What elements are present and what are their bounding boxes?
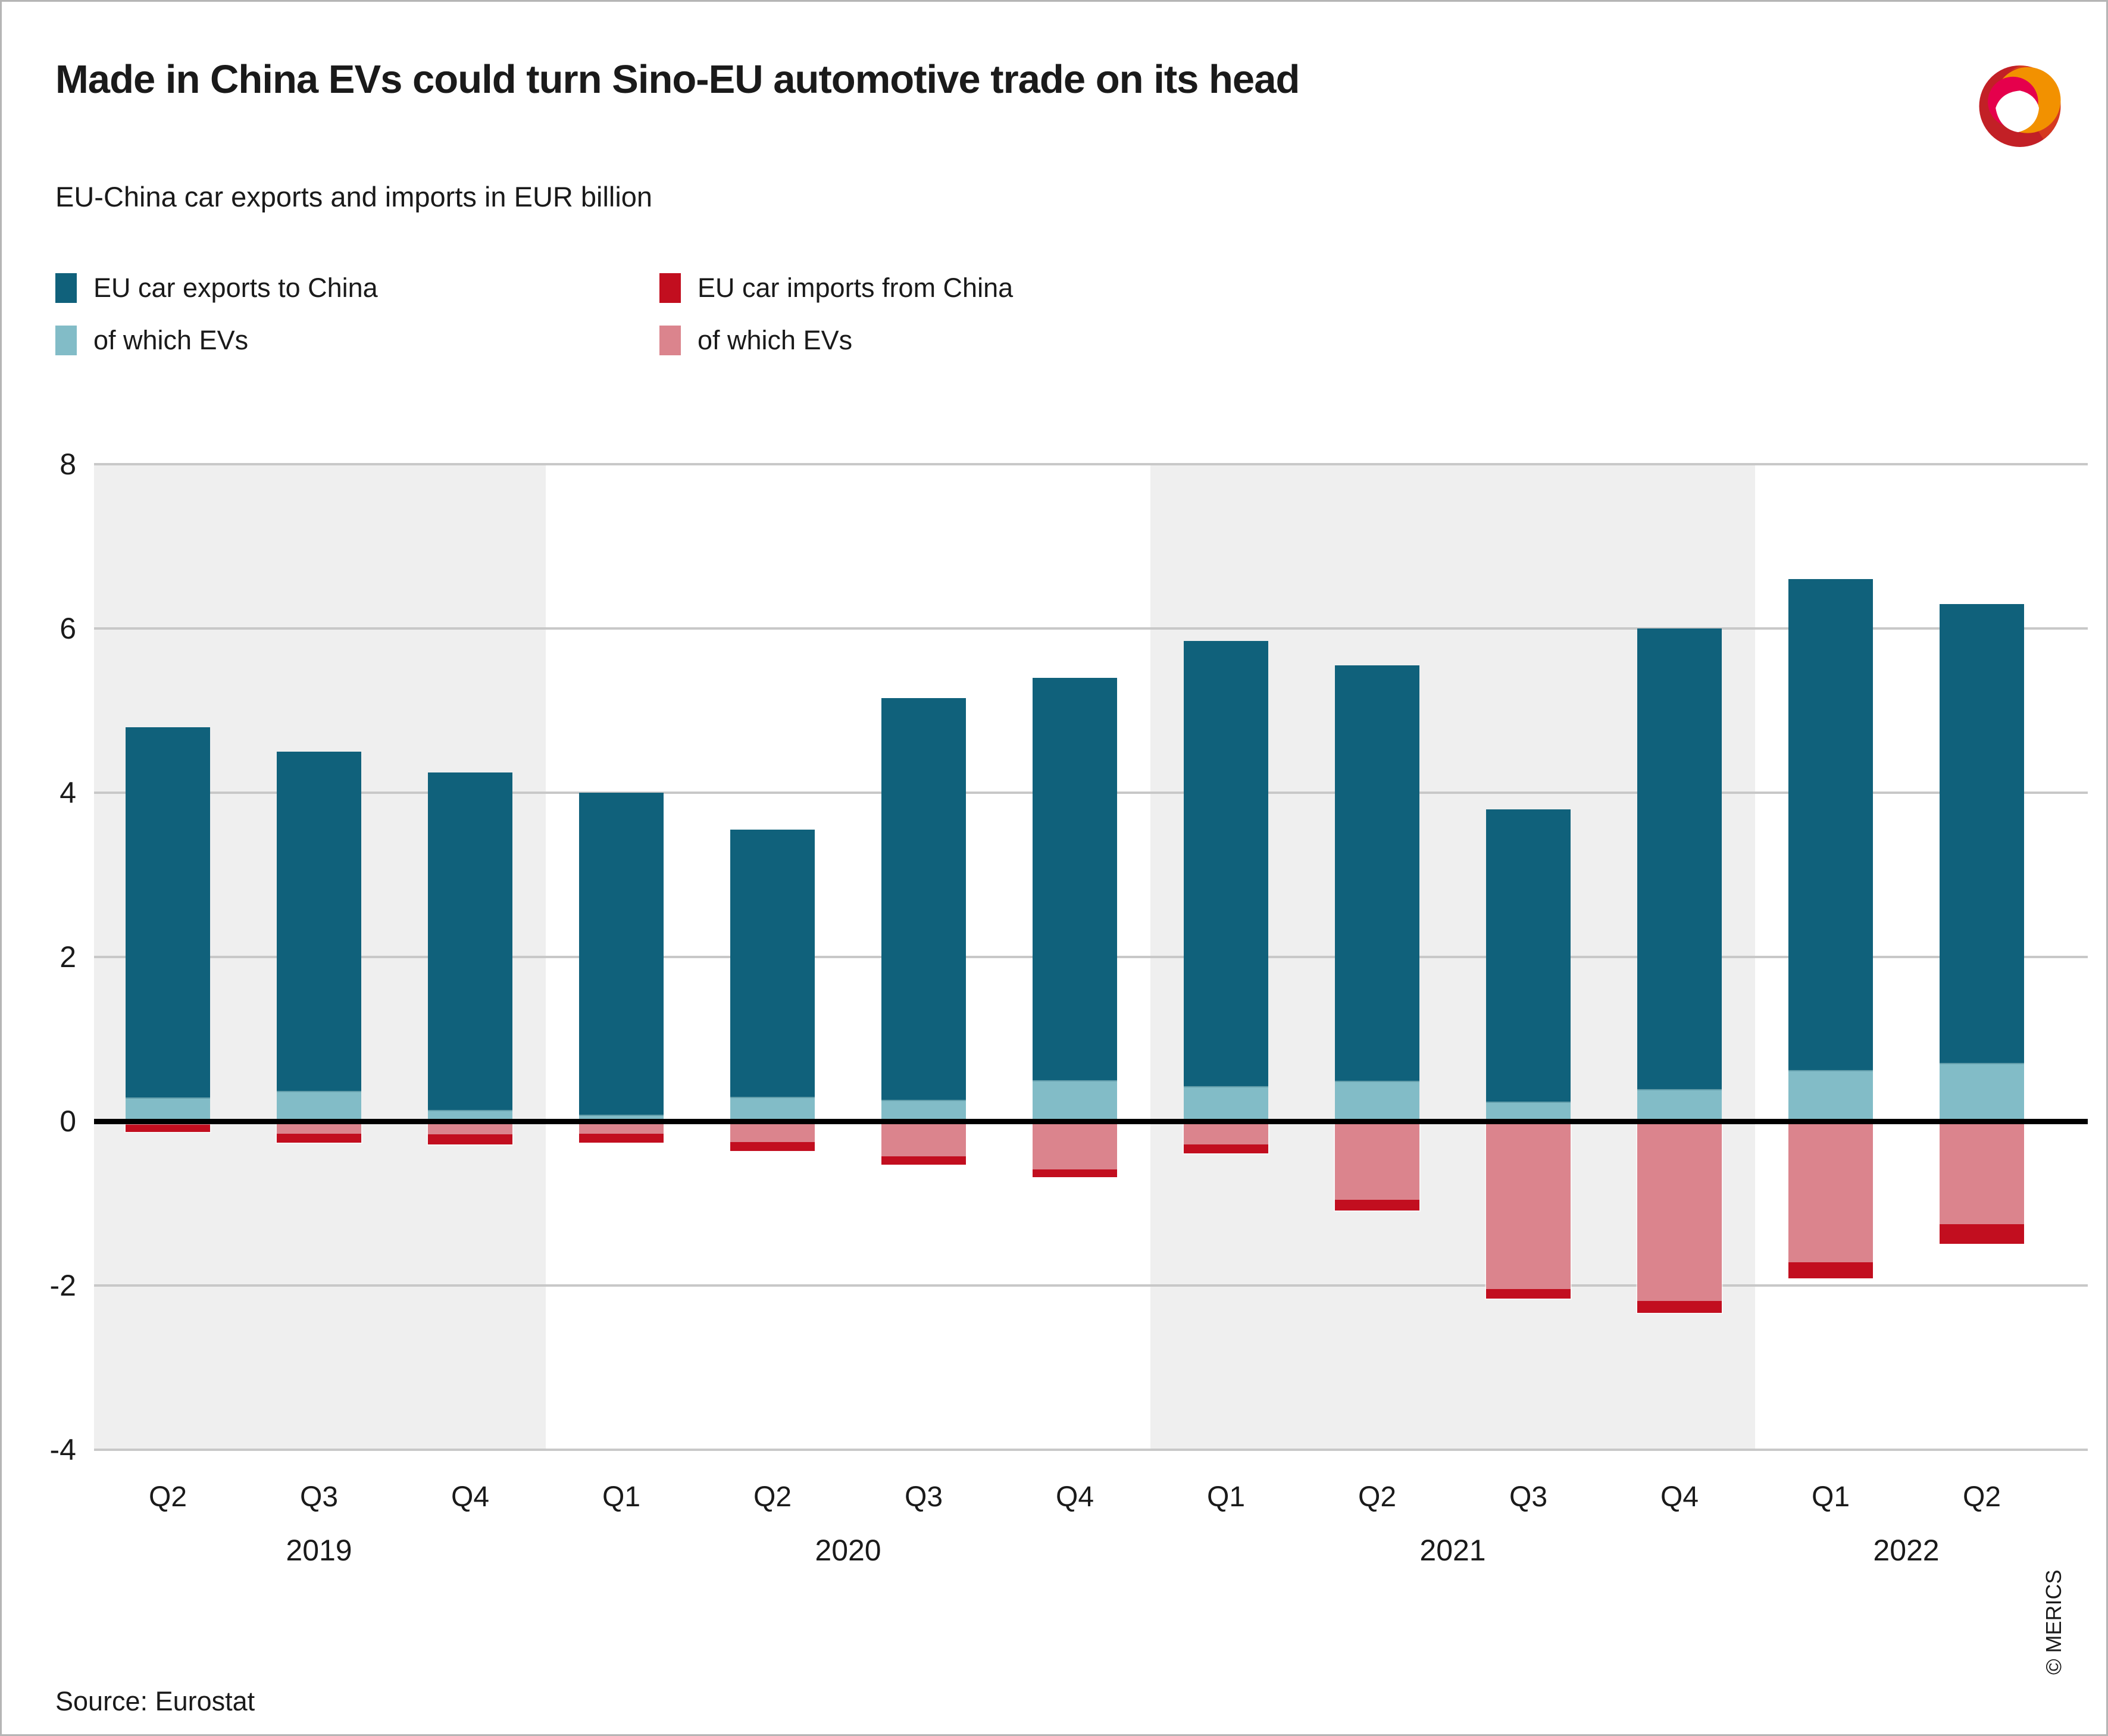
x-axis-label-8-Q2: Q2	[1358, 1481, 1397, 1513]
year-label-2021: 2021	[1419, 1534, 1486, 1567]
legend-swatch-exports	[55, 273, 77, 303]
bar-ev-imports-Q1	[1184, 1121, 1268, 1144]
x-axis-label-12-Q2: Q2	[1962, 1481, 2001, 1513]
bar-exports-Q1	[1788, 579, 1873, 1121]
bar-exports-Q2	[1335, 665, 1419, 1121]
bar-ev-exports-Q2	[1335, 1081, 1419, 1122]
legend-label: of which EVs	[93, 325, 249, 355]
copyright-credit: © MERICS	[2041, 1569, 2066, 1675]
legend-item-exports: EU car exports to China	[55, 271, 378, 305]
legend-label: of which EVs	[698, 325, 853, 355]
x-axis-label-4-Q2: Q2	[753, 1481, 792, 1513]
y-axis-label--4: -4	[49, 1433, 76, 1466]
bar-exports-Q1	[1184, 640, 1268, 1121]
bar-ev-exports-Q2	[126, 1097, 210, 1122]
bar-ev-exports-Q3	[277, 1090, 361, 1122]
bar-exports-Q3	[277, 752, 361, 1121]
bar-ev-imports-Q4	[428, 1121, 512, 1135]
bar-ev-exports-Q2	[730, 1096, 815, 1122]
bar-ev-imports-Q3	[277, 1121, 361, 1134]
x-axis-label-5-Q3: Q3	[904, 1481, 943, 1513]
page-title: Made in China EVs could turn Sino-EU aut…	[55, 57, 1300, 102]
x-axis-label-10-Q4: Q4	[1660, 1481, 1699, 1513]
zero-axis-line	[94, 1118, 2088, 1124]
bar-ev-imports-Q2	[1940, 1121, 2024, 1224]
x-axis-label-1-Q3: Q3	[299, 1481, 339, 1513]
bar-ev-imports-Q4	[1637, 1121, 1722, 1302]
y-axis-label-0: 0	[60, 1105, 76, 1138]
bar-ev-imports-Q1	[1788, 1121, 1873, 1263]
bar-exports-Q4	[1033, 677, 1117, 1121]
bar-ev-imports-Q2	[730, 1121, 815, 1142]
bar-ev-imports-Q1	[579, 1121, 664, 1134]
bar-ev-exports-Q4	[1637, 1089, 1722, 1122]
bar-exports-Q3	[1486, 809, 1571, 1121]
bar-ev-imports-Q3	[1486, 1121, 1571, 1289]
legend-label: EU car imports from China	[698, 273, 1014, 303]
y-axis-label-8: 8	[60, 448, 76, 481]
bar-exports-Q1	[579, 793, 664, 1121]
legend-swatch-imports	[659, 273, 681, 303]
legend-swatch-ev-exports	[55, 326, 77, 355]
bar-exports-Q2	[1940, 603, 2024, 1121]
x-axis-label-3-Q1: Q1	[602, 1481, 641, 1513]
bar-exports-Q2	[730, 830, 815, 1121]
year-label-2022: 2022	[1873, 1534, 1940, 1567]
x-axis-label-6-Q4: Q4	[1055, 1481, 1094, 1513]
bar-exports-Q4	[428, 772, 512, 1121]
gridline--2	[94, 1284, 2088, 1287]
x-axis-label-11-Q1: Q1	[1811, 1481, 1850, 1513]
bar-ev-exports-Q1	[1788, 1070, 1873, 1122]
y-axis-label-4: 4	[60, 776, 76, 809]
gridline--4	[94, 1449, 2088, 1451]
gridline-6	[94, 627, 2088, 630]
bar-exports-Q3	[881, 698, 966, 1121]
legend-label: EU car exports to China	[93, 273, 378, 303]
bar-ev-exports-Q1	[1184, 1086, 1268, 1122]
y-axis-label-6: 6	[60, 612, 76, 645]
y-axis-label--2: -2	[49, 1269, 76, 1302]
bar-ev-imports-Q4	[1033, 1121, 1117, 1170]
x-axis-label-0-Q2: Q2	[148, 1481, 187, 1513]
bar-exports-Q4	[1637, 628, 1722, 1121]
gridline-8	[94, 463, 2088, 465]
bar-chart-plot-area: 8 6 4 2 0 -2 -4 Q2 Q3 Q4 Q1 Q2 Q3 Q4 Q1 Q2 Q3 Q4 Q1 Q2 2019 2…	[50, 448, 2088, 1567]
page-subtitle: EU-China car exports and imports in EUR …	[55, 181, 653, 212]
year-label-2019: 2019	[286, 1534, 352, 1567]
bar-exports-Q2	[126, 727, 210, 1121]
year-label-2020: 2020	[815, 1534, 881, 1567]
bar-ev-imports-Q2	[1335, 1121, 1419, 1200]
bar-ev-imports-Q3	[881, 1121, 966, 1157]
source-note: Source: Eurostat	[55, 1686, 255, 1716]
legend-item-ev-imports: of which EVs	[659, 323, 852, 358]
merics-logo-icon	[1979, 65, 2061, 147]
legend-swatch-ev-imports	[659, 326, 681, 355]
x-axis-label-9-Q3: Q3	[1509, 1481, 1548, 1513]
x-axis-label-2-Q4: Q4	[451, 1481, 490, 1513]
bar-ev-exports-Q2	[1940, 1063, 2024, 1122]
legend-item-ev-exports: of which EVs	[55, 323, 248, 358]
bar-ev-exports-Q4	[1033, 1080, 1117, 1122]
legend-item-imports: EU car imports from China	[659, 271, 1013, 305]
y-axis-label-2: 2	[60, 940, 76, 974]
x-axis-label-7-Q1: Q1	[1206, 1481, 1246, 1513]
